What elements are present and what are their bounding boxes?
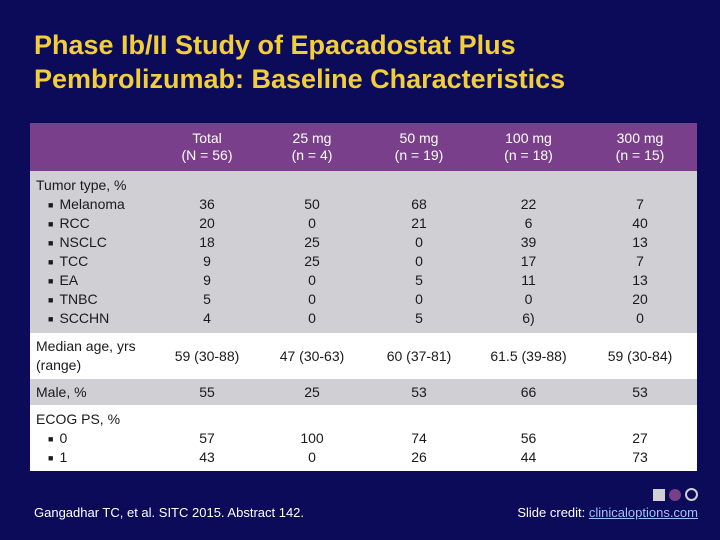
table-row-ecog-ps: ECOG PS, % ■ 0 ■ 1 57 43 100 0 74 26 56 44 27 7… xyxy=(30,405,697,471)
tumor-values-300mg: 7 40 13 7 13 20 0 xyxy=(583,171,697,333)
row-label-ecog-ps: ECOG PS, % ■ 0 ■ 1 xyxy=(30,405,154,471)
header-row: Total (N = 56) 25 mg (n = 4) 50 mg (n = 19)… xyxy=(30,123,697,171)
age-value-50mg: 60 (37-81) xyxy=(364,333,474,379)
header-cell-total: Total (N = 56) xyxy=(154,123,260,171)
slide-title: Phase Ib/II Study of Epacadostat Plus Pe… xyxy=(34,28,694,96)
male-value-total: 55 xyxy=(154,379,260,405)
credit-link[interactable]: clinicaloptions.com xyxy=(588,505,698,520)
tumor-values-25mg: 50 0 25 25 0 0 0 xyxy=(260,171,364,333)
row-label-tumor-type: Tumor type, % ■ Melanoma ■ RCC ■ NSCLC ■ TCC… xyxy=(30,171,154,333)
slide-title-line1: Phase Ib/II Study of Epacadostat Plus xyxy=(34,30,516,60)
ecog-values-total: 57 43 xyxy=(154,405,260,471)
tumor-values-100mg: 22 6 39 17 11 0 6) xyxy=(474,171,583,333)
male-value-50mg: 53 xyxy=(364,379,474,405)
slide-title-line2: Pembrolizumab: Baseline Characteristics xyxy=(34,64,566,94)
male-value-300mg: 53 xyxy=(583,379,697,405)
ecog-values-50mg: 74 26 xyxy=(364,405,474,471)
baseline-characteristics-table: Total (N = 56) 25 mg (n = 4) 50 mg (n = 19)… xyxy=(30,123,697,471)
age-value-300mg: 59 (30-84) xyxy=(583,333,697,379)
logo-circle-icon xyxy=(669,488,681,501)
table-row-tumor-type: Tumor type, % ■ Melanoma ■ RCC ■ NSCLC ■ TCC… xyxy=(30,171,697,333)
age-value-100mg: 61.5 (39-88) xyxy=(474,333,583,379)
header-cell-100mg: 100 mg (n = 18) xyxy=(474,123,583,171)
header-cell-50mg: 50 mg (n = 19) xyxy=(364,123,474,171)
male-value-100mg: 66 xyxy=(474,379,583,405)
citation: Gangadhar TC, et al. SITC 2015. Abstract… xyxy=(34,505,305,520)
logo-ring-icon xyxy=(685,488,698,501)
table-row-median-age: Median age, yrs (range) 59 (30-88) 47 (30… xyxy=(30,333,697,379)
ecog-values-100mg: 56 44 xyxy=(474,405,583,471)
cco-logo xyxy=(653,488,698,501)
ecog-values-25mg: 100 0 xyxy=(260,405,364,471)
row-label-male: Male, % xyxy=(30,379,154,405)
header-cell-25mg: 25 mg (n = 4) xyxy=(260,123,364,171)
ecog-values-300mg: 27 73 xyxy=(583,405,697,471)
tumor-values-50mg: 68 21 0 0 5 0 5 xyxy=(364,171,474,333)
male-value-25mg: 25 xyxy=(260,379,364,405)
logo-square-icon xyxy=(653,488,665,501)
header-cell-300mg: 300 mg (n = 15) xyxy=(583,123,697,171)
slide-credit: Slide credit: clinicaloptions.com xyxy=(517,505,698,520)
header-cell xyxy=(30,123,154,171)
table-row-male: Male, % 55 25 53 66 53 xyxy=(30,379,697,405)
row-label-median-age: Median age, yrs (range) xyxy=(30,333,154,379)
age-value-25mg: 47 (30-63) xyxy=(260,333,364,379)
age-value-total: 59 (30-88) xyxy=(154,333,260,379)
tumor-values-total: 36 20 18 9 9 5 4 xyxy=(154,171,260,333)
